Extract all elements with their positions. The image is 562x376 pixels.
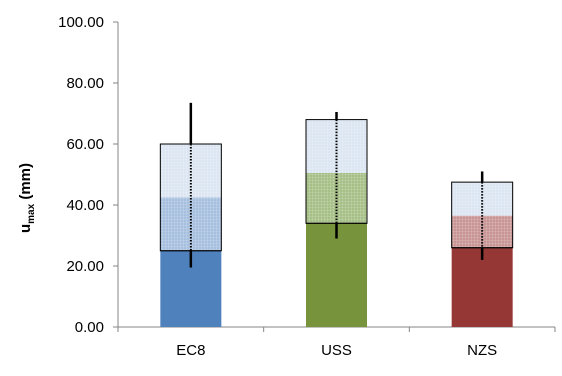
y-axis-label-suffix: (mm) [17, 163, 34, 204]
x-tick-label: EC8 [176, 342, 205, 359]
bar-group-nzs [451, 171, 514, 327]
bar-group-ec8 [159, 102, 222, 327]
bar-group-uss [305, 111, 368, 327]
y-tick-label: 0.00 [75, 319, 104, 336]
bars [159, 102, 514, 327]
x-tick-label: NZS [467, 342, 497, 359]
bar-light-hatch [451, 182, 513, 216]
y-tick-label: 60.00 [66, 136, 104, 153]
bar-solid [451, 247, 513, 327]
bar-solid [306, 223, 367, 327]
y-axis-label: umax (mm) [17, 163, 37, 233]
bar-light-hatch [160, 144, 222, 198]
bar-light-hatch [306, 119, 367, 173]
tick-labels: 0.00 20.00 40.00 60.00 80.00 100.00 EC8 USS NZS [58, 14, 497, 359]
bar-mid-hatch [160, 197, 222, 251]
x-tick-label: USS [321, 342, 352, 359]
y-tick-label: 20.00 [66, 258, 104, 275]
y-tick-label: 40.00 [66, 197, 104, 214]
y-axis-label-sub: max [26, 203, 37, 223]
y-axis-label-main: u [17, 224, 34, 233]
y-tick-label: 100.00 [58, 14, 104, 31]
y-tick-label: 80.00 [66, 75, 104, 92]
